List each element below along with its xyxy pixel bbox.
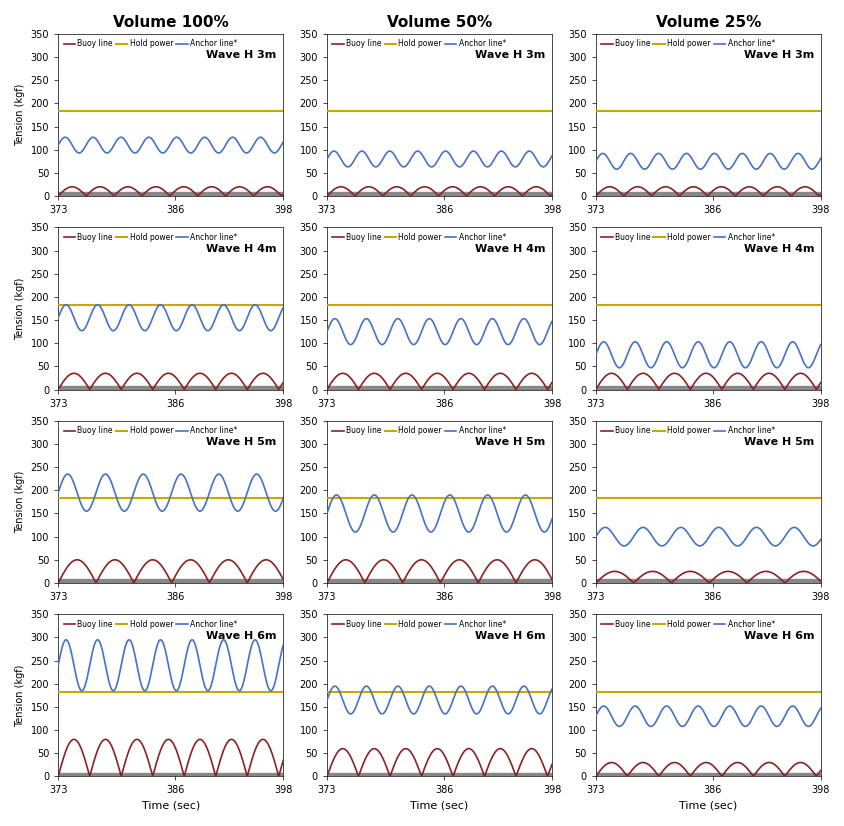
Bar [595, 579, 820, 586]
Y-axis label: Tension (kgf): Tension (kgf) [15, 471, 25, 533]
Legend: Buoy line, Hold power, Anchor line*: Buoy line, Hold power, Anchor line* [62, 425, 238, 437]
Bar [327, 579, 551, 586]
Bar [595, 386, 820, 393]
Text: Wave H 4m: Wave H 4m [206, 244, 276, 254]
Bar [595, 192, 820, 200]
Text: Wave H 6m: Wave H 6m [474, 630, 544, 640]
Bar [327, 192, 551, 200]
Text: Wave H 5m: Wave H 5m [474, 437, 544, 447]
Title: Volume 25%: Volume 25% [655, 15, 760, 30]
Text: Wave H 5m: Wave H 5m [743, 437, 813, 447]
Text: Wave H 6m: Wave H 6m [206, 630, 276, 640]
Bar [327, 772, 551, 780]
Text: Wave H 3m: Wave H 3m [743, 50, 813, 60]
Legend: Buoy line, Hold power, Anchor line*: Buoy line, Hold power, Anchor line* [599, 425, 776, 437]
Text: Wave H 3m: Wave H 3m [474, 50, 544, 60]
Text: Wave H 3m: Wave H 3m [206, 50, 276, 60]
Y-axis label: Tension (kgf): Tension (kgf) [15, 83, 25, 146]
Legend: Buoy line, Hold power, Anchor line*: Buoy line, Hold power, Anchor line* [331, 38, 507, 50]
X-axis label: Time (sec): Time (sec) [410, 801, 468, 811]
X-axis label: Time (sec): Time (sec) [142, 801, 199, 811]
Text: Wave H 6m: Wave H 6m [743, 630, 813, 640]
Text: Wave H 5m: Wave H 5m [206, 437, 276, 447]
Legend: Buoy line, Hold power, Anchor line*: Buoy line, Hold power, Anchor line* [599, 231, 776, 244]
Bar [327, 386, 551, 393]
Text: Wave H 4m: Wave H 4m [474, 244, 544, 254]
Legend: Buoy line, Hold power, Anchor line*: Buoy line, Hold power, Anchor line* [599, 618, 776, 630]
Legend: Buoy line, Hold power, Anchor line*: Buoy line, Hold power, Anchor line* [331, 425, 507, 437]
Y-axis label: Tension (kgf): Tension (kgf) [15, 278, 25, 339]
Legend: Buoy line, Hold power, Anchor line*: Buoy line, Hold power, Anchor line* [331, 618, 507, 630]
Legend: Buoy line, Hold power, Anchor line*: Buoy line, Hold power, Anchor line* [62, 38, 238, 50]
Title: Volume 50%: Volume 50% [387, 15, 491, 30]
Legend: Buoy line, Hold power, Anchor line*: Buoy line, Hold power, Anchor line* [599, 38, 776, 50]
Bar [58, 386, 283, 393]
Bar [58, 579, 283, 586]
Title: Volume 100%: Volume 100% [113, 15, 229, 30]
Legend: Buoy line, Hold power, Anchor line*: Buoy line, Hold power, Anchor line* [331, 231, 507, 244]
X-axis label: Time (sec): Time (sec) [679, 801, 737, 811]
Y-axis label: Tension (kgf): Tension (kgf) [15, 664, 25, 727]
Text: Wave H 4m: Wave H 4m [743, 244, 813, 254]
Bar [595, 772, 820, 780]
Bar [58, 772, 283, 780]
Legend: Buoy line, Hold power, Anchor line*: Buoy line, Hold power, Anchor line* [62, 231, 238, 244]
Bar [58, 192, 283, 200]
Legend: Buoy line, Hold power, Anchor line*: Buoy line, Hold power, Anchor line* [62, 618, 238, 630]
